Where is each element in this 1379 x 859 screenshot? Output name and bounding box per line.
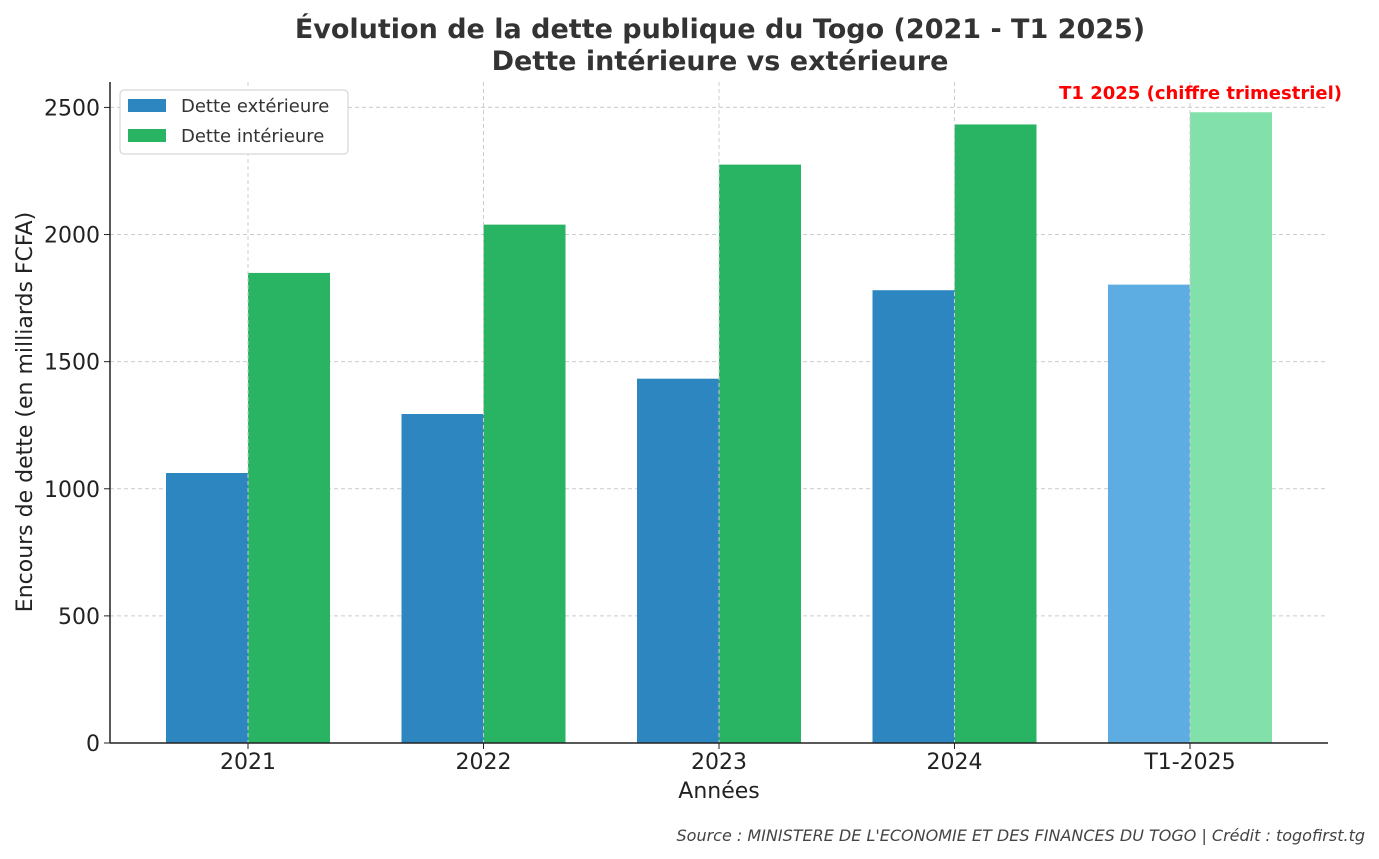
y-tick-label: 2500 bbox=[44, 96, 100, 121]
legend-swatch-interieure bbox=[128, 129, 166, 142]
chart-title: Évolution de la dette publique du Togo (… bbox=[295, 13, 1145, 45]
bar-interieure-2021 bbox=[248, 272, 330, 743]
y-tick-label: 1500 bbox=[44, 351, 100, 376]
bar-exterieure-2021 bbox=[166, 473, 248, 743]
legend-swatch-exterieure bbox=[128, 99, 166, 112]
y-tick-label: 500 bbox=[58, 605, 100, 630]
x-tick-label: 2022 bbox=[456, 750, 512, 775]
bars bbox=[166, 82, 1272, 743]
legend-label-exterieure: Dette extérieure bbox=[181, 96, 329, 117]
bar-exterieure-T1-2025 bbox=[1108, 284, 1190, 743]
x-axis-label: Années bbox=[678, 779, 759, 804]
x-tick-label: 2023 bbox=[691, 750, 747, 775]
legend-box bbox=[119, 89, 349, 155]
bar-exterieure-2024 bbox=[872, 290, 955, 743]
bar-exterieure-2022 bbox=[401, 414, 484, 743]
quarterly-annotation: T1 2025 (chiffre trimestriel) bbox=[1059, 83, 1342, 104]
x-tick-label: 2024 bbox=[927, 750, 983, 775]
bar-exterieure-2023 bbox=[637, 378, 719, 743]
legend-label-interieure: Dette intérieure bbox=[181, 126, 324, 147]
tick-labels: 0 500 1000 1500 2000 2500 2021 2022 2023 2024 T1-2… bbox=[44, 96, 1236, 775]
chart-subtitle: Dette intérieure vs extérieure bbox=[492, 46, 949, 77]
y-tick-label: 0 bbox=[86, 732, 100, 757]
y-tick-label: 1000 bbox=[44, 478, 100, 503]
x-tick-label: T1-2025 bbox=[1143, 750, 1235, 775]
source-credit: Source : MINISTERE DE L'ECONOMIE ET DES … bbox=[677, 826, 1366, 845]
y-tick-label: 2000 bbox=[44, 224, 100, 249]
bar-interieure-2024 bbox=[954, 124, 1037, 743]
bar-interieure-2022 bbox=[483, 224, 566, 743]
y-axis-label: Encours de dette (en milliards FCFA) bbox=[13, 212, 38, 612]
legend: Dette extérieure Dette intérieure bbox=[119, 89, 349, 155]
bar-interieure-2023 bbox=[719, 164, 801, 743]
axes bbox=[104, 82, 1328, 749]
bar-interieure-T1-2025 bbox=[1190, 112, 1272, 743]
x-tick-label: 2021 bbox=[220, 750, 276, 775]
